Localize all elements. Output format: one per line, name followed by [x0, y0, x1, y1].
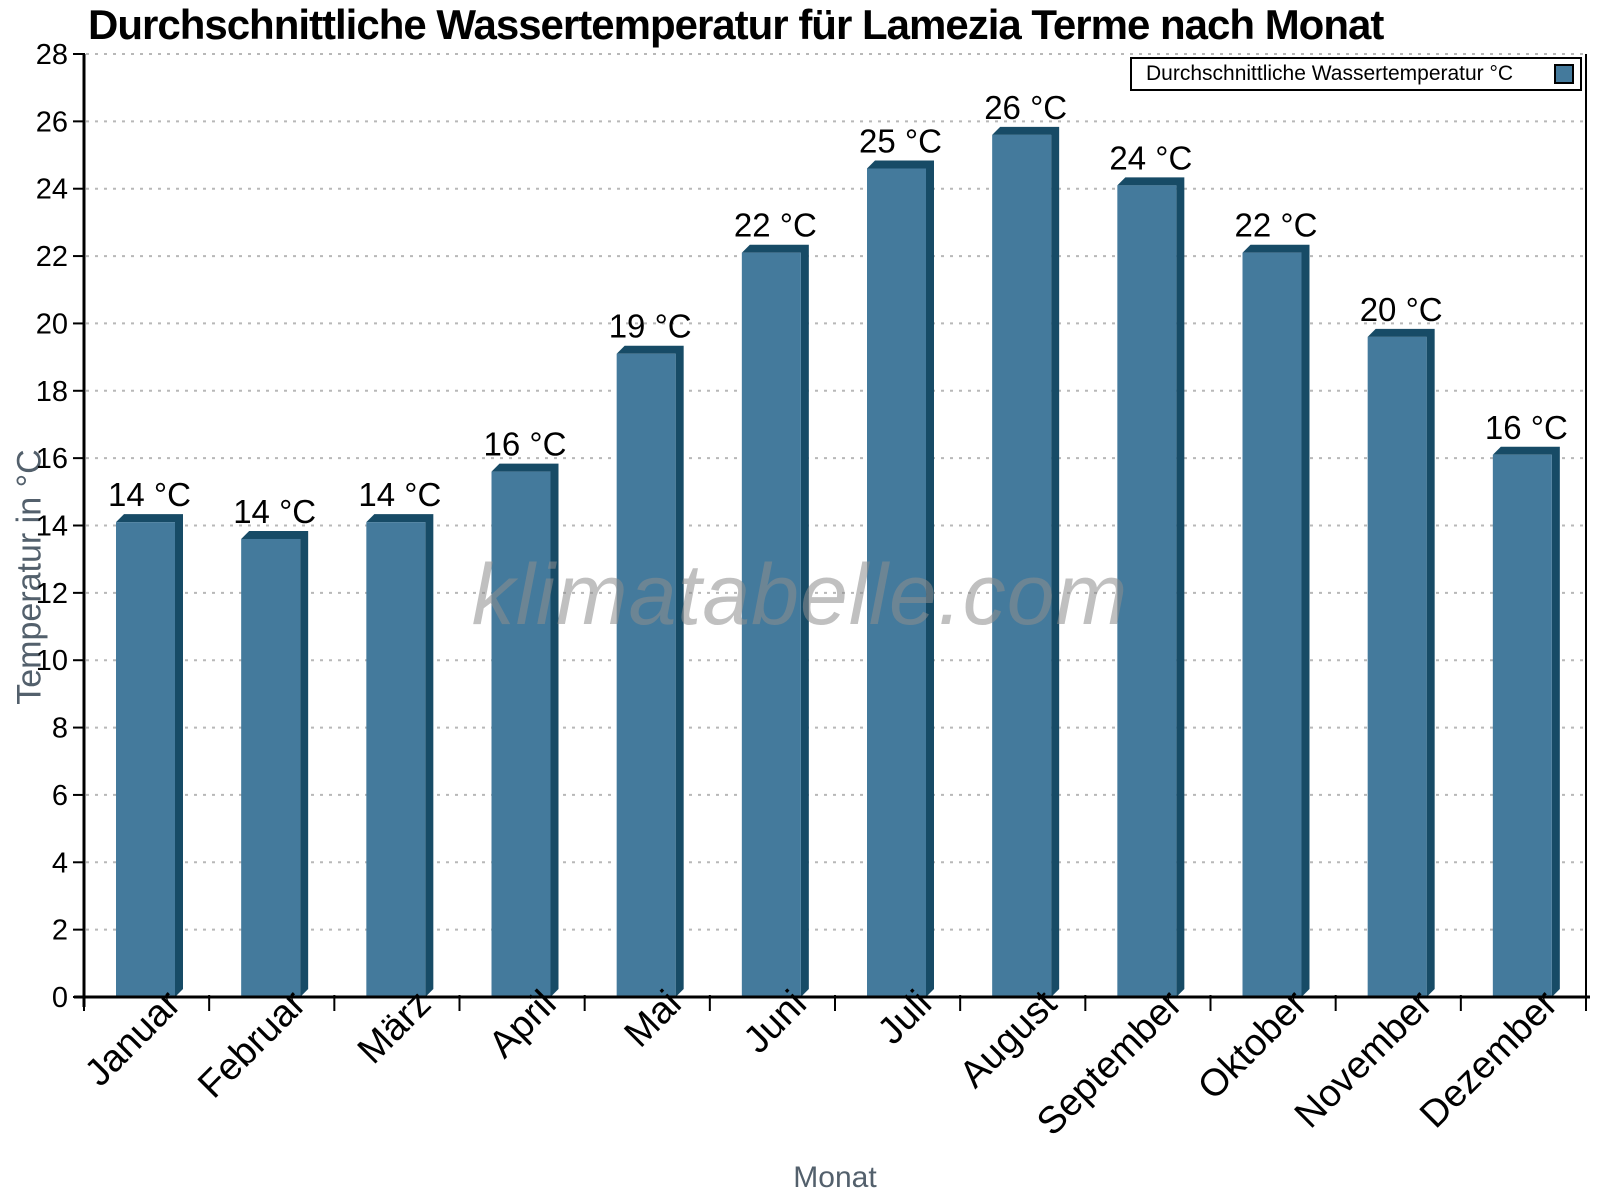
x-category-label: Januar — [77, 982, 189, 1094]
bar-value-label: 20 °C — [1360, 291, 1443, 328]
bar — [241, 538, 301, 997]
y-tick-label: 6 — [52, 780, 68, 812]
bar-3d-shade — [366, 514, 434, 997]
y-tick-label: 24 — [36, 174, 68, 206]
y-tick-label: 8 — [52, 713, 68, 745]
bar-value-label: 19 °C — [609, 308, 692, 345]
bar-3d-shade — [741, 244, 809, 998]
bar — [1117, 185, 1177, 997]
bar — [867, 168, 926, 997]
bar — [992, 134, 1052, 998]
y-tick-label: 14 — [36, 511, 68, 543]
bar-3d-shade — [616, 345, 684, 998]
y-tick-label: 18 — [36, 376, 68, 408]
x-category-label: August — [952, 982, 1066, 1096]
bar — [1492, 454, 1552, 997]
bar-3d-shade — [992, 126, 1060, 998]
bar-value-label: 22 °C — [734, 207, 817, 244]
bar-value-label: 25 °C — [859, 123, 942, 160]
legend-swatch — [1554, 64, 1574, 84]
bar-3d-shade — [491, 463, 559, 998]
bar-value-label: 16 °C — [1485, 409, 1568, 446]
y-tick-label: 22 — [36, 241, 68, 273]
bar-value-label: 22 °C — [1235, 207, 1318, 244]
bar — [1367, 336, 1427, 997]
y-tick-label: 10 — [36, 645, 68, 677]
bar — [491, 471, 551, 998]
y-tick-label: 28 — [36, 39, 68, 71]
bar-value-label: 14 °C — [233, 493, 316, 530]
y-tick-label: 2 — [52, 915, 68, 947]
bar — [116, 522, 175, 997]
x-category-label: Oktober — [1190, 982, 1316, 1108]
y-tick-label: 16 — [36, 443, 68, 475]
bar-3d-shade — [1117, 177, 1185, 997]
bar-3d-shade — [1242, 244, 1310, 998]
x-axis-title: Monat — [793, 1161, 877, 1194]
bar-3d-shade — [116, 514, 183, 997]
bar-3d-shade — [241, 530, 309, 997]
y-tick-label: 0 — [52, 982, 68, 1014]
bar-value-label: 16 °C — [484, 426, 567, 463]
bar-value-label: 14 °C — [358, 476, 441, 513]
y-tick-label: 20 — [36, 308, 68, 340]
bar-3d-shade — [867, 160, 934, 997]
bar — [616, 353, 676, 998]
bar-3d-shade — [1492, 446, 1560, 997]
legend: Durchschnittliche Wassertemperatur °C — [1130, 57, 1582, 91]
x-category-label: Dezember — [1412, 982, 1566, 1136]
bar-value-label: 14 °C — [108, 476, 191, 513]
chart-title: Durchschnittliche Wassertemperatur für L… — [88, 1, 1384, 48]
y-tick-label: 12 — [36, 578, 68, 610]
bar — [366, 522, 426, 997]
bar-value-label: 24 °C — [1109, 139, 1192, 176]
legend-label: Durchschnittliche Wassertemperatur °C — [1146, 62, 1514, 85]
bar-value-label: 26 °C — [984, 89, 1067, 126]
y-tick-label: 4 — [52, 847, 68, 879]
y-tick-label: 26 — [36, 106, 68, 138]
bar — [741, 252, 801, 998]
bar — [1242, 252, 1302, 998]
bar-3d-shade — [1367, 328, 1435, 997]
